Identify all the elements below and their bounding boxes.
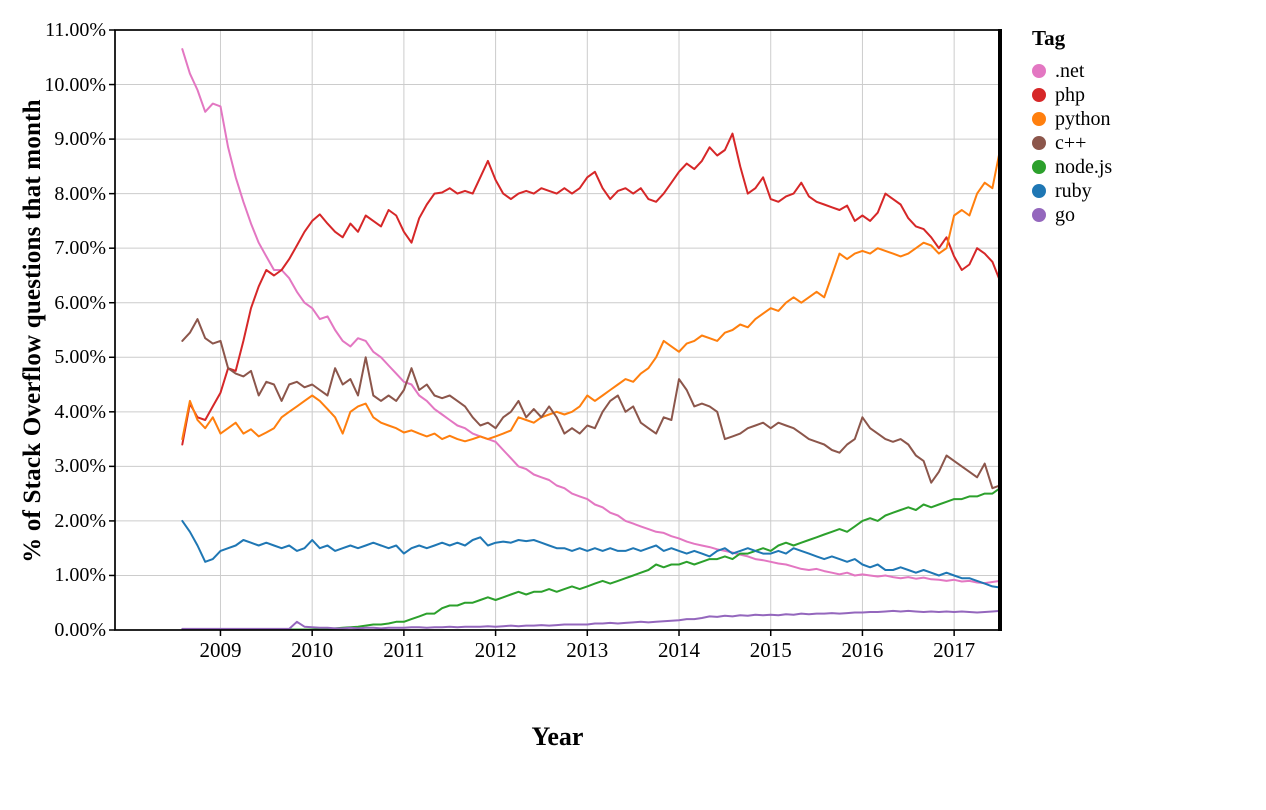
- y-tick-label: 4.00%: [54, 400, 106, 423]
- x-tick-label: 2012: [474, 638, 517, 662]
- legend-swatch-icon: [1032, 112, 1046, 126]
- legend-label: .net: [1055, 60, 1085, 82]
- plot-border: [114, 29, 1001, 631]
- legend-swatch-icon: [1032, 184, 1046, 198]
- y-axis-title: % of Stack Overflow questions that month: [19, 99, 46, 563]
- legend-item: ruby: [1032, 179, 1112, 203]
- legend: Tag .net php python c++ node.js ruby go: [1032, 26, 1112, 227]
- x-tick-label: 2011: [383, 638, 425, 662]
- legend-item: .net: [1032, 59, 1112, 83]
- series-line-c++: [181, 318, 1000, 490]
- legend-swatch-icon: [1032, 64, 1046, 78]
- legend-item: c++: [1032, 131, 1112, 155]
- y-tick-label: 5.00%: [54, 346, 106, 369]
- y-tick-label: 8.00%: [54, 182, 106, 205]
- y-tick-label: 6.00%: [54, 291, 106, 314]
- y-tick-label: 1.00%: [54, 564, 106, 587]
- legend-swatch-icon: [1032, 208, 1046, 222]
- series-line-.net: [181, 48, 1000, 585]
- legend-label: php: [1055, 84, 1085, 106]
- legend-label: ruby: [1055, 180, 1092, 202]
- legend-item: node.js: [1032, 155, 1112, 179]
- x-tick-label: 2017: [933, 638, 976, 662]
- legend-swatch-icon: [1032, 88, 1046, 102]
- x-tick-label: 2013: [566, 638, 609, 662]
- legend-label: c++: [1055, 132, 1087, 154]
- x-tick-label: 2014: [658, 638, 700, 662]
- legend-swatch-icon: [1032, 160, 1046, 174]
- series-line-go: [181, 609, 1000, 630]
- x-tick-label: 2016: [841, 638, 884, 662]
- x-tick-label: 2015: [749, 638, 792, 662]
- legend-label: node.js: [1055, 156, 1113, 178]
- series-line-ruby: [181, 519, 1000, 589]
- series-line-php: [181, 132, 1000, 446]
- legend-swatch-icon: [1032, 136, 1046, 150]
- y-tick-label: 2.00%: [54, 509, 106, 532]
- y-tick-label: 11.00%: [45, 19, 106, 41]
- y-tick-label: 9.00%: [54, 128, 106, 151]
- series-line-python: [181, 149, 1000, 443]
- legend-label: python: [1055, 108, 1111, 130]
- y-tick-label: 3.00%: [54, 455, 106, 478]
- legend-label: go: [1055, 204, 1075, 226]
- y-tick-label: 7.00%: [54, 237, 106, 260]
- y-tick-label: 0.00%: [54, 619, 106, 641]
- legend-title: Tag: [1032, 26, 1066, 50]
- legend-items: .net php python c++ node.js ruby go: [1032, 59, 1112, 227]
- x-axis-title: Year: [531, 722, 584, 751]
- x-tick-label: 2010: [291, 638, 334, 662]
- y-tick-label: 10.00%: [44, 73, 106, 96]
- series-line-node.js: [181, 487, 1000, 630]
- legend-item: python: [1032, 107, 1112, 131]
- legend-item: php: [1032, 83, 1112, 107]
- legend-item: go: [1032, 203, 1112, 227]
- x-tick-label: 2009: [199, 638, 242, 662]
